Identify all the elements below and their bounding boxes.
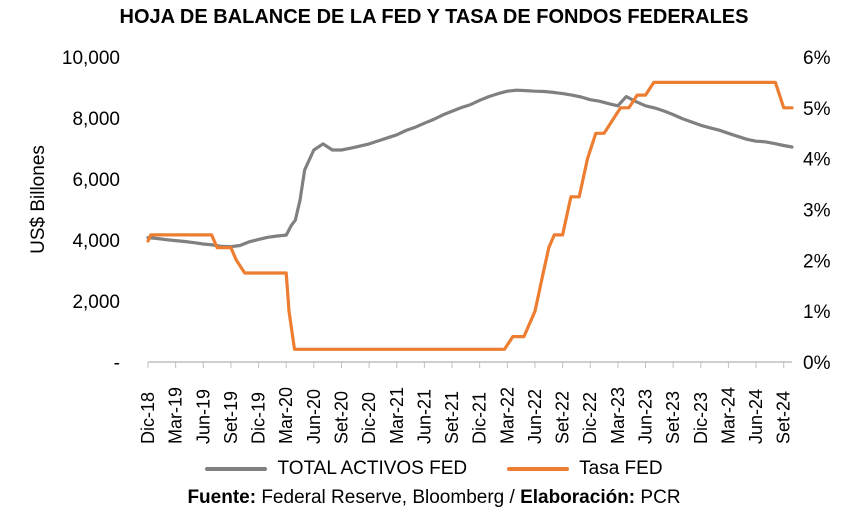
x-tick-label: Dic-23: [691, 392, 711, 444]
x-tick-label: Set-23: [663, 391, 683, 444]
x-tick-label: Set-24: [774, 391, 794, 444]
labels-layer: Dic-18 Mar-19 Jun-19 Set-19 Dic-19 Mar-20 Jun-…: [28, 48, 831, 444]
x-tick-label: Dic-18: [138, 392, 158, 444]
x-tick-label: Dic-20: [359, 392, 379, 444]
x-tick-label: Jun-23: [636, 389, 656, 444]
legend-item-assets: TOTAL ACTIVOS FED: [205, 458, 467, 480]
legend-swatch-assets: [205, 467, 268, 471]
x-tick-label: Set-20: [331, 391, 351, 444]
x-tick-label: Set-19: [221, 391, 241, 444]
series-line-total-activos: [146, 88, 794, 249]
x-tick-label: Jun-22: [525, 389, 545, 444]
x-tick-label: Set-21: [442, 391, 462, 444]
y-left-tick-label: 6,000: [72, 170, 120, 191]
y-right-tick-label: 4%: [803, 150, 831, 171]
y-right-tick-label: 6%: [803, 48, 831, 69]
y-right-tick-label: 3%: [803, 201, 831, 222]
x-tick-label: Jun-24: [746, 389, 766, 444]
x-tick-label: Mar-22: [497, 387, 517, 444]
x-tick-label: Mar-21: [387, 387, 407, 444]
legend: TOTAL ACTIVOS FED Tasa FED: [0, 458, 868, 480]
y-axis-title: US$ Billones: [28, 145, 49, 254]
y-left-tick-label: 8,000: [72, 109, 120, 130]
y-left-tick-label: 4,000: [72, 231, 120, 252]
x-tick-label: Mar-23: [608, 387, 628, 444]
series-line-tasa-fed: [146, 80, 794, 351]
y-left-tick-label: 10,000: [62, 48, 120, 69]
source-elaboracion-label: Elaboración:: [520, 487, 636, 508]
legend-label-rate: Tasa FED: [579, 458, 663, 479]
y-right-tick-label: 1%: [803, 302, 831, 323]
source-fuente-text: Federal Reserve, Bloomberg /: [261, 487, 515, 508]
legend-label-assets: TOTAL ACTIVOS FED: [277, 458, 468, 479]
source-fuente-label: Fuente:: [187, 487, 257, 508]
legend-swatch-rate: [507, 467, 570, 471]
x-tick-label: Mar-24: [718, 387, 738, 444]
x-tick-label: Jun-19: [193, 389, 213, 444]
series-layer: [146, 80, 794, 351]
x-tick-label: Dic-22: [580, 392, 600, 444]
source-elaboracion-text: PCR: [640, 487, 681, 508]
chart-title: HOJA DE BALANCE DE LA FED Y TASA DE FOND…: [119, 6, 749, 28]
y-left-tick-label: -: [114, 353, 120, 374]
x-tick-label: Jun-20: [304, 389, 324, 444]
x-tick-label: Dic-21: [470, 392, 490, 444]
y-right-tick-label: 0%: [803, 353, 831, 374]
legend-item-rate: Tasa FED: [507, 458, 663, 480]
y-right-tick-label: 2%: [803, 251, 831, 272]
x-tick-label: Dic-19: [249, 392, 269, 444]
x-tick-label: Jun-21: [414, 389, 434, 444]
x-tick-label: Mar-20: [276, 387, 296, 444]
source-note: Fuente: Federal Reserve, Bloomberg / Ela…: [0, 487, 868, 509]
axes-layer: [147, 361, 792, 368]
y-right-tick-label: 5%: [803, 99, 831, 120]
x-tick-label: Mar-19: [166, 387, 186, 444]
y-left-tick-label: 2,000: [72, 292, 120, 313]
x-tick-label: Set-22: [553, 391, 573, 444]
